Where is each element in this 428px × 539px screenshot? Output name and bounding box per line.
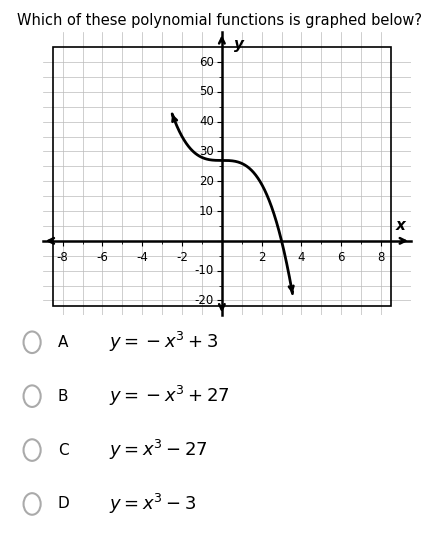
Text: 50: 50 — [199, 85, 214, 99]
Text: $y = -x^3 + 3$: $y = -x^3 + 3$ — [109, 330, 219, 354]
Text: 30: 30 — [199, 145, 214, 158]
Text: -4: -4 — [137, 251, 148, 264]
Text: 60: 60 — [199, 56, 214, 68]
Text: C: C — [58, 443, 68, 458]
Text: 2: 2 — [258, 251, 265, 264]
Text: $y = x^3 - 3$: $y = x^3 - 3$ — [109, 492, 196, 516]
Text: 6: 6 — [338, 251, 345, 264]
Text: 10: 10 — [199, 205, 214, 218]
Text: 8: 8 — [377, 251, 385, 264]
Text: A: A — [58, 335, 68, 350]
Text: y: y — [234, 37, 244, 52]
Text: x: x — [396, 218, 406, 232]
Text: -6: -6 — [97, 251, 108, 264]
Text: D: D — [58, 496, 69, 512]
Text: $y = x^3 - 27$: $y = x^3 - 27$ — [109, 438, 208, 462]
Text: -2: -2 — [176, 251, 188, 264]
Text: -10: -10 — [195, 264, 214, 277]
Text: Which of these polynomial functions is graphed below?: Which of these polynomial functions is g… — [17, 13, 422, 29]
Text: 40: 40 — [199, 115, 214, 128]
Text: -20: -20 — [195, 294, 214, 307]
Text: 4: 4 — [298, 251, 305, 264]
Text: B: B — [58, 389, 68, 404]
Text: 20: 20 — [199, 175, 214, 188]
Text: -8: -8 — [57, 251, 68, 264]
Text: $y = -x^3 + 27$: $y = -x^3 + 27$ — [109, 384, 230, 408]
